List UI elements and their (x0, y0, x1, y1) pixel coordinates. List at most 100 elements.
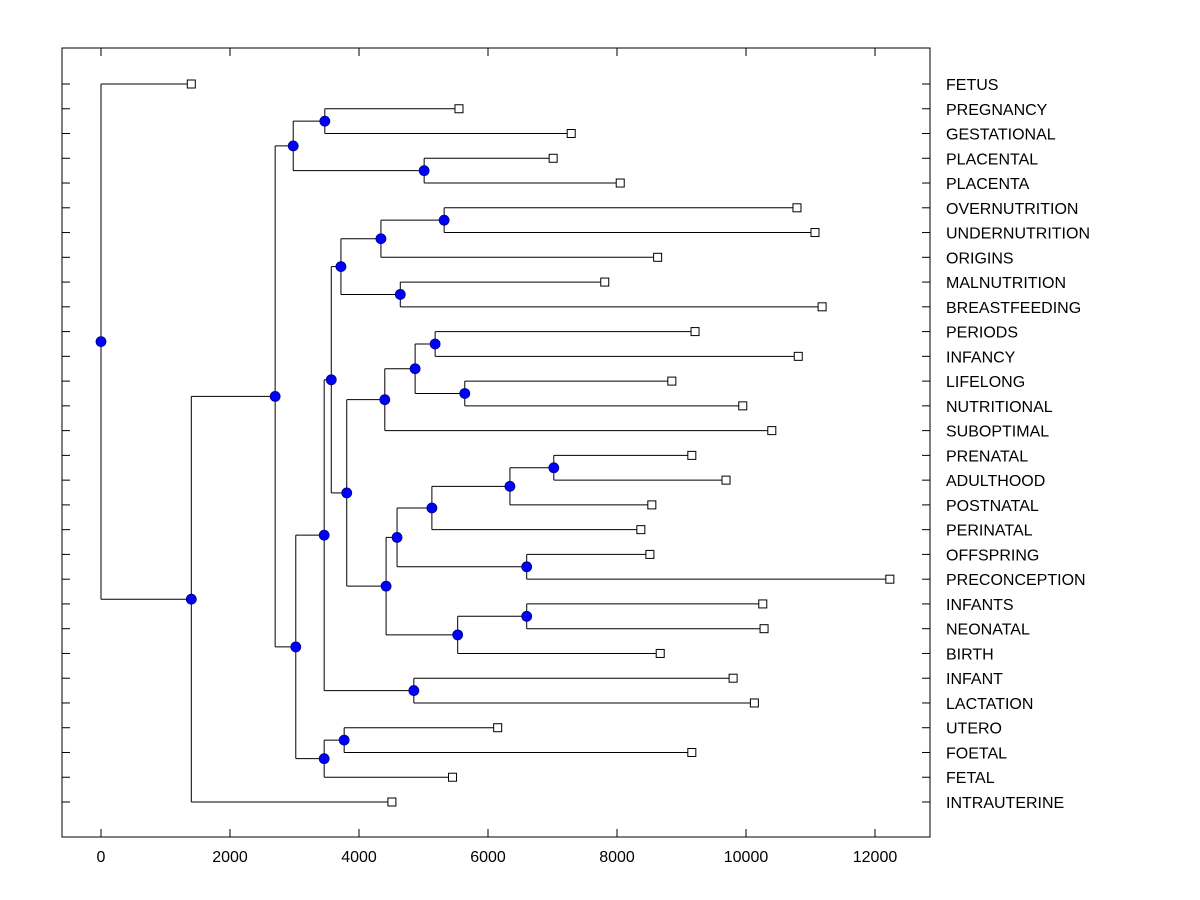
leaf-marker (767, 426, 777, 436)
leaf-marker (810, 228, 820, 238)
leaf-label: PERIODS (946, 325, 1018, 342)
cluster-node (408, 685, 420, 696)
leaf-label: FETUS (946, 77, 998, 94)
leaf-marker (793, 351, 803, 361)
cluster-node (338, 734, 350, 746)
x-tick-label: 4000 (341, 849, 377, 866)
cluster-node (318, 529, 330, 541)
cluster-node (325, 374, 337, 386)
cluster-node (95, 336, 107, 348)
leaf-label: ADULTHOOD (946, 473, 1045, 490)
x-tick-label: 10000 (724, 849, 769, 866)
leaf-label: POSTNATAL (946, 498, 1039, 515)
cluster-node (185, 593, 197, 605)
leaf-marker (600, 277, 610, 287)
x-tick-label: 8000 (599, 849, 635, 866)
x-tick-label: 2000 (212, 849, 248, 866)
cluster-node (375, 233, 387, 245)
leaf-marker (885, 574, 895, 584)
leaf-marker (387, 797, 397, 807)
cluster-node (290, 641, 302, 653)
leaf-label: INFANTS (946, 597, 1014, 614)
cluster-node (394, 289, 406, 300)
leaf-label: PRECONCEPTION (946, 572, 1086, 589)
leaf-marker (687, 747, 697, 757)
leaf-marker (667, 376, 677, 386)
x-tick-label: 6000 (470, 849, 506, 866)
leaf-marker (653, 252, 663, 262)
leaf-label: MALNUTRITION (946, 275, 1066, 292)
leaf-marker (186, 79, 196, 89)
plot-frame (61, 47, 931, 838)
leaf-label: BREASTFEEDING (946, 300, 1081, 317)
leaf-label: INFANT (946, 671, 1003, 688)
x-tick-label: 12000 (853, 849, 898, 866)
leaf-marker (615, 178, 625, 188)
cluster-node (521, 610, 533, 622)
x-tick-label: 0 (97, 849, 106, 866)
tree-leaves (186, 79, 895, 807)
cluster-node (380, 580, 392, 592)
leaf-marker (687, 450, 697, 460)
leaf-marker (728, 673, 738, 683)
leaf-label: ORIGINS (946, 250, 1014, 267)
leaf-marker (759, 624, 769, 634)
leaf-label: SUBOPTIMAL (946, 424, 1049, 441)
leaf-marker (647, 500, 657, 510)
leaf-label: FOETAL (946, 745, 1007, 762)
cluster-node (409, 363, 421, 375)
leaf-marker (817, 302, 827, 312)
leaf-label: LACTATION (946, 696, 1033, 713)
leaf-label: GESTATIONAL (946, 127, 1056, 144)
leaf-marker (738, 401, 748, 411)
cluster-node (459, 388, 471, 399)
leaf-label: UNDERNUTRITION (946, 226, 1090, 243)
leaf-marker (548, 153, 558, 163)
tree-nodes (95, 115, 560, 765)
leaf-marker (454, 104, 464, 114)
y-ticks (62, 83, 930, 803)
leaf-label: PLACENTAL (946, 151, 1038, 168)
cluster-node (418, 165, 430, 177)
leaf-label: PRENATAL (946, 448, 1028, 465)
x-ticks: 0 2000 4000 6000 8000 10000 12000 (97, 48, 898, 866)
leaf-marker (493, 723, 503, 733)
cluster-node (335, 261, 347, 272)
leaf-marker (758, 599, 768, 609)
cluster-node (438, 214, 450, 226)
cluster-node (341, 487, 353, 499)
cluster-node (504, 480, 516, 492)
leaf-label: INFANCY (946, 349, 1016, 366)
leaf-label: PERINATAL (946, 523, 1033, 540)
leaf-label: BIRTH (946, 646, 994, 663)
cluster-node (429, 338, 441, 350)
leaf-label: UTERO (946, 721, 1002, 738)
leaf-label: OFFSPRING (946, 547, 1039, 564)
leaf-marker (566, 129, 576, 139)
cluster-node (548, 462, 560, 474)
leaf-label: PREGNANCY (946, 102, 1048, 119)
leaf-label: OVERNUTRITION (946, 201, 1078, 218)
leaf-marker (749, 698, 759, 708)
cluster-node (379, 394, 391, 406)
leaf-label: FETAL (946, 770, 995, 787)
cluster-node (391, 531, 403, 543)
leaf-label: NEONATAL (946, 622, 1030, 639)
cluster-node (521, 561, 533, 573)
cluster-node (319, 115, 331, 127)
cluster-node (269, 391, 281, 402)
leaf-marker (792, 203, 802, 213)
leaf-marker (636, 525, 646, 535)
leaf-label: PLACENTA (946, 176, 1030, 193)
leaf-labels: FETUS PREGNANCY GESTATIONAL PLACENTAL PLACEN… (946, 77, 1090, 812)
cluster-node (426, 502, 438, 514)
leaf-marker (645, 549, 655, 559)
leaf-marker (721, 475, 731, 485)
tree-links (100, 83, 890, 803)
leaf-marker (690, 327, 700, 337)
leaf-label: INTRAUTERINE (946, 795, 1064, 812)
leaf-label: LIFELONG (946, 374, 1025, 391)
cluster-node (452, 629, 464, 641)
cluster-node (318, 753, 330, 765)
